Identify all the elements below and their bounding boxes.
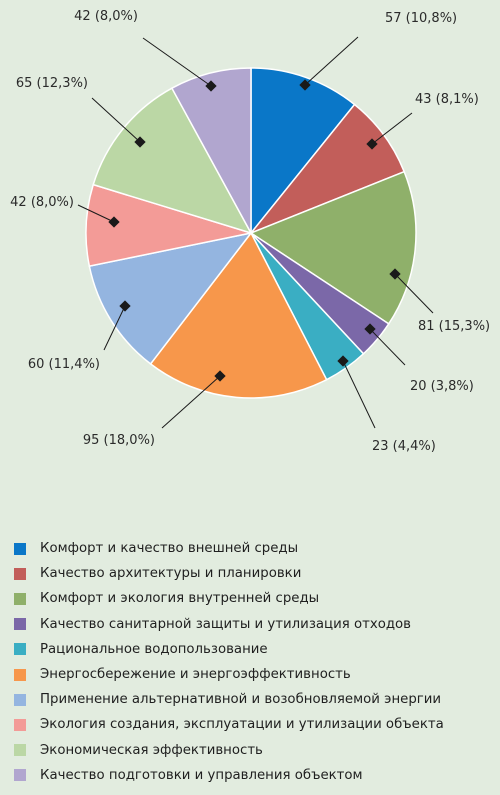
legend-item: Комфорт и экология внутренней среды	[14, 586, 444, 611]
label-marker	[134, 136, 146, 148]
legend-item: Экономическая эффективность	[14, 738, 444, 763]
label-marker	[389, 268, 401, 280]
label-marker	[337, 355, 349, 367]
legend-item: Применение альтернативной и возобновляем…	[14, 687, 444, 712]
legend-label: Экономическая эффективность	[40, 742, 263, 758]
legend-swatch	[14, 618, 26, 631]
legend-item: Комфорт и качество внешней среды	[14, 536, 444, 561]
legend-label: Качество подготовки и управления объекто…	[40, 767, 363, 783]
data-label: 42 (8,0%)	[10, 195, 74, 210]
data-label: 95 (18,0%)	[83, 433, 155, 448]
leader-line	[161, 375, 221, 429]
legend-swatch	[14, 769, 26, 782]
data-label: 60 (11,4%)	[28, 357, 100, 372]
legend-label: Качество архитектуры и планировки	[40, 566, 302, 582]
leader-line	[371, 112, 413, 145]
data-label: 20 (3,8%)	[410, 379, 474, 394]
pie-slice	[149, 231, 328, 399]
legend-item: Качество санитарной защиты и утилизация …	[14, 612, 444, 637]
leader-line	[394, 273, 434, 314]
label-marker	[366, 138, 378, 150]
label-marker	[364, 323, 376, 335]
legend-swatch	[14, 744, 26, 757]
legend-label: Качество санитарной защиты и утилизация …	[40, 616, 412, 632]
leader-line	[369, 328, 406, 366]
leader-line	[91, 97, 141, 143]
legend-swatch	[14, 718, 26, 731]
legend-swatch	[14, 693, 26, 706]
leader-line	[142, 37, 212, 87]
legend-label: Комфорт и качество внешней среды	[40, 541, 299, 557]
legend-swatch	[14, 542, 26, 555]
legend-label: Рациональное водопользование	[40, 641, 268, 657]
data-label: 65 (12,3%)	[16, 76, 88, 91]
legend-swatch	[14, 643, 26, 656]
pie-slice	[249, 170, 417, 325]
legend-label: Энергосбережение и энергоэффективность	[40, 667, 351, 683]
pie-slice	[88, 231, 253, 365]
pie-slice	[170, 67, 252, 234]
data-label: 57 (10,8%)	[385, 11, 457, 26]
leader-line	[342, 360, 376, 429]
legend-item: Экология создания, эксплуатации и утилиз…	[14, 712, 444, 737]
leader-line	[304, 36, 359, 86]
pie-slice	[92, 87, 253, 235]
legend-swatch	[14, 668, 26, 681]
pie-slice	[250, 67, 356, 236]
leader-line	[77, 204, 115, 223]
legend-item: Качество архитектуры и планировки	[14, 561, 444, 586]
legend-label: Комфорт и экология внутренней среды	[40, 591, 320, 607]
data-label: 42 (8,0%)	[74, 9, 138, 24]
legend-label: Применение альтернативной и возобновляем…	[40, 692, 442, 708]
pie-slices	[85, 67, 417, 399]
data-label: 43 (8,1%)	[415, 92, 479, 107]
legend: Комфорт и качество внешней среды Качество…	[14, 536, 444, 788]
data-label: 23 (4,4%)	[372, 439, 436, 454]
legend-item: Качество подготовки и управления объекто…	[14, 763, 444, 788]
leader-line	[103, 305, 126, 351]
data-label: 81 (15,3%)	[418, 319, 490, 334]
legend-swatch	[14, 567, 26, 580]
label-marker	[214, 370, 226, 382]
legend-item: Энергосбережение и энергоэффективность	[14, 662, 444, 687]
pie-chart: 57 (10,8%) 43 (8,1%) 81 (15,3%) 20 (3,8%) 23…	[10, 9, 490, 454]
legend-item: Рациональное водопользование	[14, 637, 444, 662]
legend-label: Экология создания, эксплуатации и утилиз…	[40, 717, 444, 733]
data-labels: 57 (10,8%) 43 (8,1%) 81 (15,3%) 20 (3,8%) 23…	[10, 9, 490, 454]
legend-swatch	[14, 592, 26, 605]
